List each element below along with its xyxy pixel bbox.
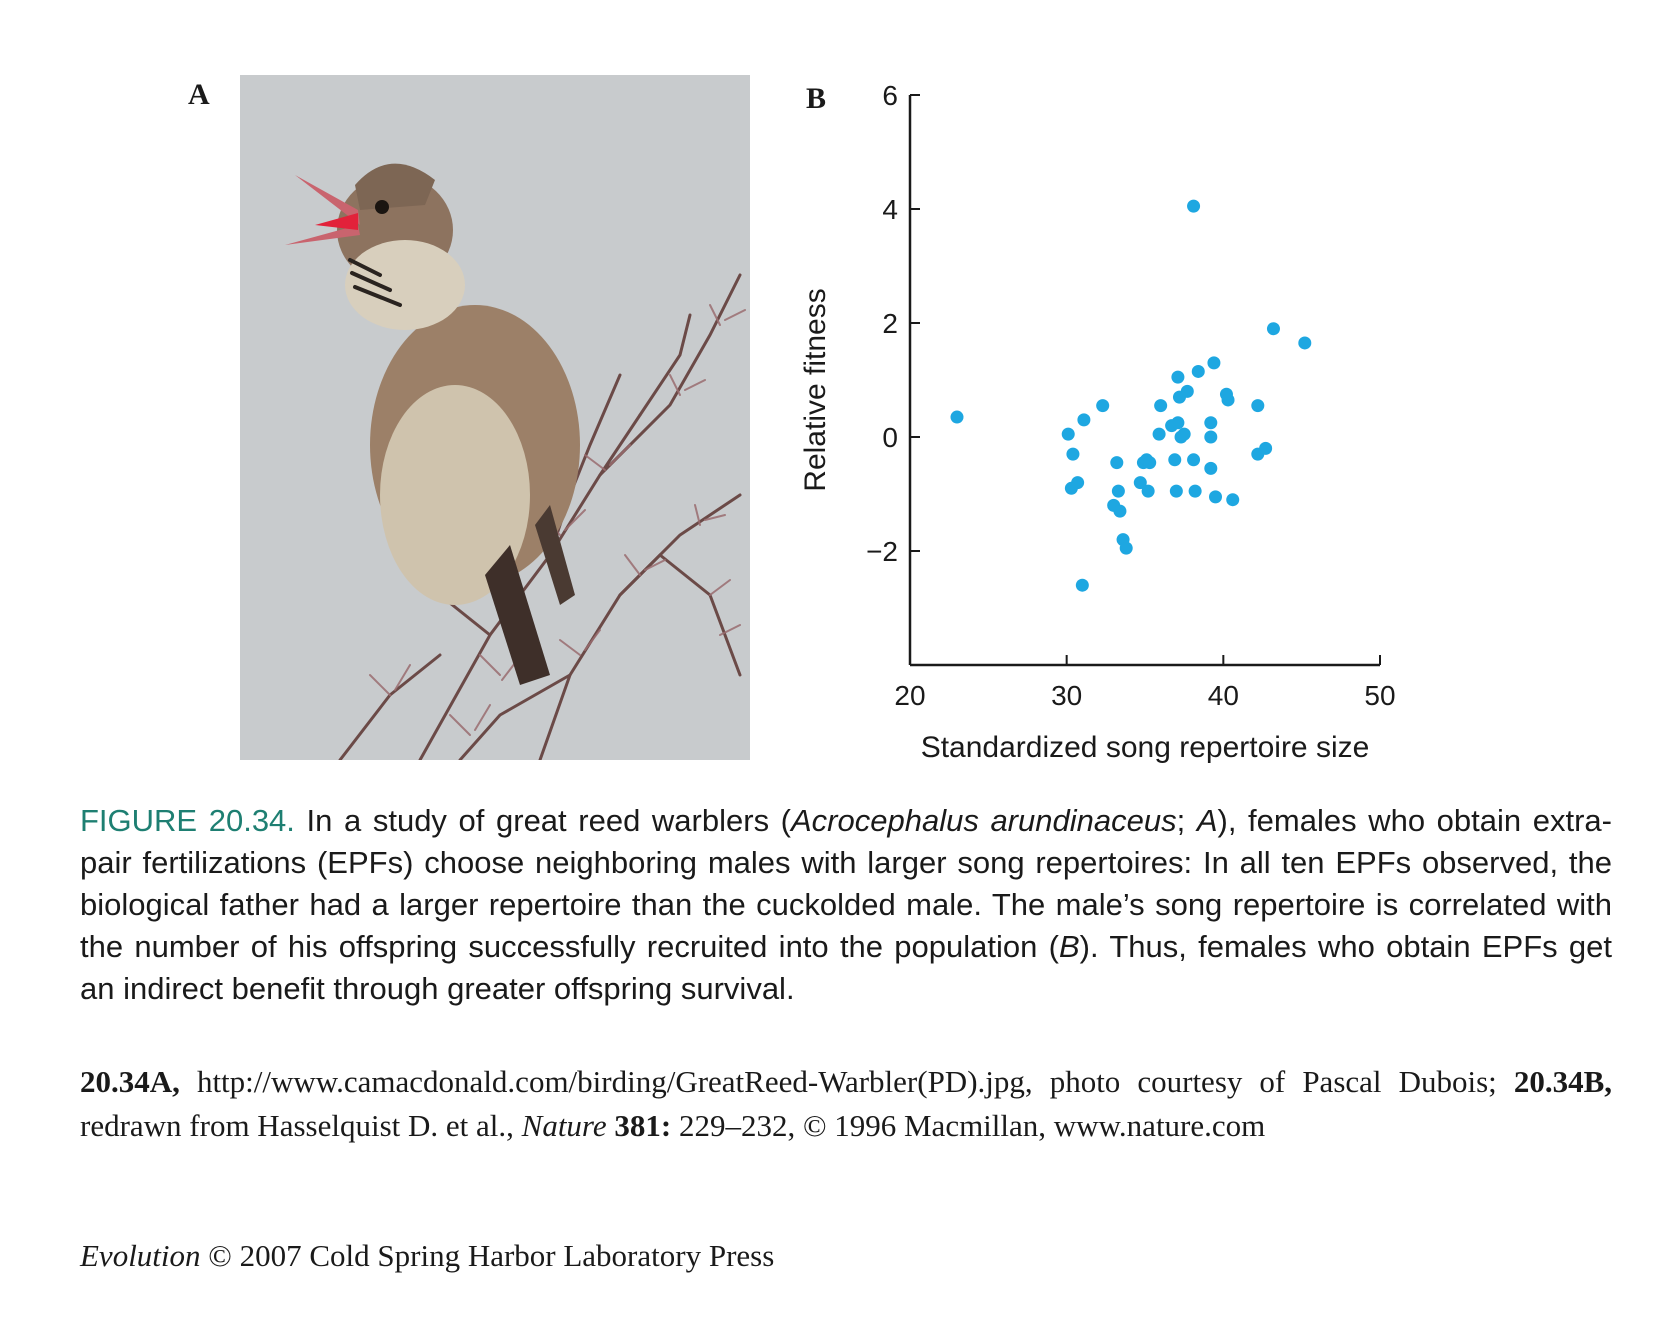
caption-text-1: In a study of great reed warblers ( xyxy=(294,803,791,838)
x-tick-label: 20 xyxy=(894,680,925,711)
panel-ref-b: B xyxy=(1058,929,1080,964)
caption-text-3: ), females who obtain extra-pair fertili… xyxy=(80,803,1612,964)
credit-a-text: http://www.camacdonald.com/birding/Great… xyxy=(179,1064,1514,1099)
book-title: Evolution xyxy=(80,1238,201,1273)
data-point xyxy=(1187,199,1201,213)
data-point xyxy=(1259,441,1273,455)
data-point xyxy=(950,410,964,424)
data-point xyxy=(1133,476,1147,490)
x-tick-label: 40 xyxy=(1208,680,1239,711)
credit-a-label: 20.34A, xyxy=(80,1064,180,1099)
credit-pages: 229–232, © 1996 Macmillan, www.nature.co… xyxy=(671,1108,1266,1143)
data-point xyxy=(1266,322,1280,336)
data-point xyxy=(1221,393,1235,407)
figure-caption: FIGURE 20.34. In a study of great reed w… xyxy=(80,800,1612,1010)
credit-b-label: 20.34B, xyxy=(1513,1064,1612,1099)
panel-label-a: A xyxy=(188,78,210,111)
data-point xyxy=(1207,356,1221,370)
caption-text-2: ; xyxy=(1176,803,1197,838)
data-point xyxy=(1187,453,1201,467)
data-point xyxy=(1188,484,1202,498)
y-tick-label: 2 xyxy=(882,308,898,339)
data-point xyxy=(1113,504,1127,518)
y-axis-label: Relative fitness xyxy=(799,288,832,491)
data-point xyxy=(1209,490,1222,504)
data-point xyxy=(1169,484,1183,498)
data-point xyxy=(1168,453,1182,467)
data-point xyxy=(1180,384,1194,398)
great-reed-warbler-photo xyxy=(240,75,750,760)
figure-credits: 20.34A, http://www.camacdonald.com/birdi… xyxy=(80,1060,1612,1148)
data-point xyxy=(1096,399,1110,413)
species-name: Acrocephalus arundinaceus xyxy=(791,803,1177,838)
data-point xyxy=(1075,578,1089,592)
y-tick-label: 6 xyxy=(882,80,898,111)
data-point xyxy=(1154,399,1168,413)
data-point xyxy=(1251,399,1265,413)
data-point xyxy=(1119,541,1133,555)
data-point xyxy=(1110,456,1124,470)
data-point xyxy=(1066,447,1080,461)
figure-label: FIGURE 20.34. xyxy=(80,803,295,838)
data-point xyxy=(1204,416,1218,430)
data-points xyxy=(950,199,1312,592)
caption-text-4: ). Thus, females who obtain EPFs get an … xyxy=(80,929,1612,1006)
data-point xyxy=(1204,430,1218,444)
y-axis-ticks: 6 4 2 0 −2 xyxy=(866,80,920,567)
data-point xyxy=(1077,413,1091,427)
credit-b-text: redrawn from Hasselquist D. et al., xyxy=(80,1108,522,1143)
data-point xyxy=(1111,484,1125,498)
x-axis-label: Standardized song repertoire size xyxy=(921,731,1370,764)
data-point xyxy=(1152,427,1166,441)
x-tick-label: 30 xyxy=(1051,680,1082,711)
copyright-text: © 2007 Cold Spring Harbor Laboratory Pre… xyxy=(200,1238,775,1273)
x-axis-ticks: 20 30 40 50 xyxy=(894,655,1396,711)
journal-name: Nature xyxy=(521,1108,607,1143)
data-point xyxy=(1204,461,1218,475)
data-point xyxy=(1226,493,1240,507)
panel-label-b: B xyxy=(806,82,827,115)
data-point xyxy=(1177,427,1191,441)
journal-volume: 381: xyxy=(606,1108,672,1143)
y-tick-label: 0 xyxy=(882,422,898,453)
data-point xyxy=(1171,370,1185,384)
data-point xyxy=(1061,427,1075,441)
copyright-line: Evolution © 2007 Cold Spring Harbor Labo… xyxy=(80,1238,774,1274)
data-point xyxy=(1298,336,1312,350)
data-point xyxy=(1071,476,1085,490)
x-tick-label: 50 xyxy=(1364,680,1395,711)
y-tick-label: −2 xyxy=(866,536,898,567)
data-point xyxy=(1143,456,1157,470)
data-point xyxy=(1141,484,1155,498)
y-tick-label: 4 xyxy=(882,194,898,225)
data-point xyxy=(1171,416,1185,430)
data-point xyxy=(1191,364,1205,378)
panel-ref-a: A xyxy=(1196,803,1218,838)
